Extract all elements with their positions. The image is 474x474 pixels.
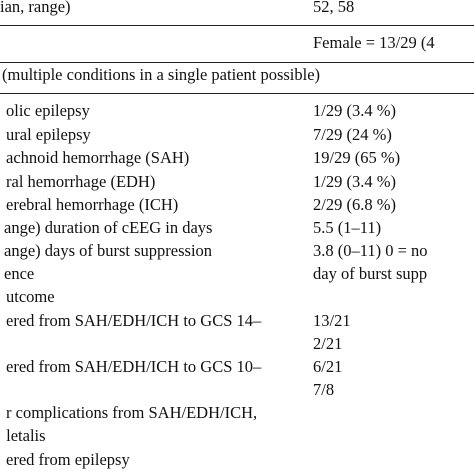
row-value: 7/8: [313, 380, 334, 399]
row-value: 1/29 (3.4 %): [313, 101, 396, 120]
row-value: 19/29 (65 %): [313, 148, 400, 167]
row-value: 52, 58: [313, 0, 354, 16]
row-label: ered from SAH/EDH/ICH to GCS 10–: [6, 357, 262, 376]
row-label: ence: [4, 264, 34, 283]
row-value: 1/29 (3.4 %): [313, 172, 396, 191]
row-label: ered from SAH/EDH/ICH to GCS 14–: [6, 311, 262, 330]
row-label: olic epilepsy: [6, 101, 91, 120]
row-value: 7/29 (24 %): [313, 125, 392, 144]
row-label: (multiple conditions in a single patient…: [2, 65, 320, 84]
row-label: achnoid hemorrhage (SAH): [6, 148, 189, 167]
row-label: r complications from SAH/EDH/ICH,: [6, 403, 257, 422]
row-label: ered from epilepsy: [6, 450, 130, 469]
row-label: ural epilepsy: [6, 125, 92, 144]
row-label: ange) days of burst suppression: [4, 241, 212, 260]
row-label: utcome: [6, 287, 55, 306]
row-value: 3.8 (0–11) 0 = no: [313, 241, 428, 260]
row-label: letalis: [2, 426, 46, 445]
row-label: erebral hemorrhage (ICH): [6, 195, 178, 214]
row-value: 6/21: [313, 357, 342, 376]
row-value: 2/21: [313, 334, 342, 353]
row-value: 5.5 (1–11): [313, 218, 381, 237]
row-value: 2/29 (6.8 %): [313, 195, 396, 214]
row-value: 13/21: [313, 311, 351, 330]
row-label: ange) duration of cEEG in days: [4, 218, 212, 237]
row-value: Female = 13/29 (4: [313, 33, 435, 52]
row-label: ral hemorrhage (EDH): [6, 172, 155, 191]
row-label: ian, range): [0, 0, 71, 16]
row-value: day of burst supp: [313, 264, 427, 283]
